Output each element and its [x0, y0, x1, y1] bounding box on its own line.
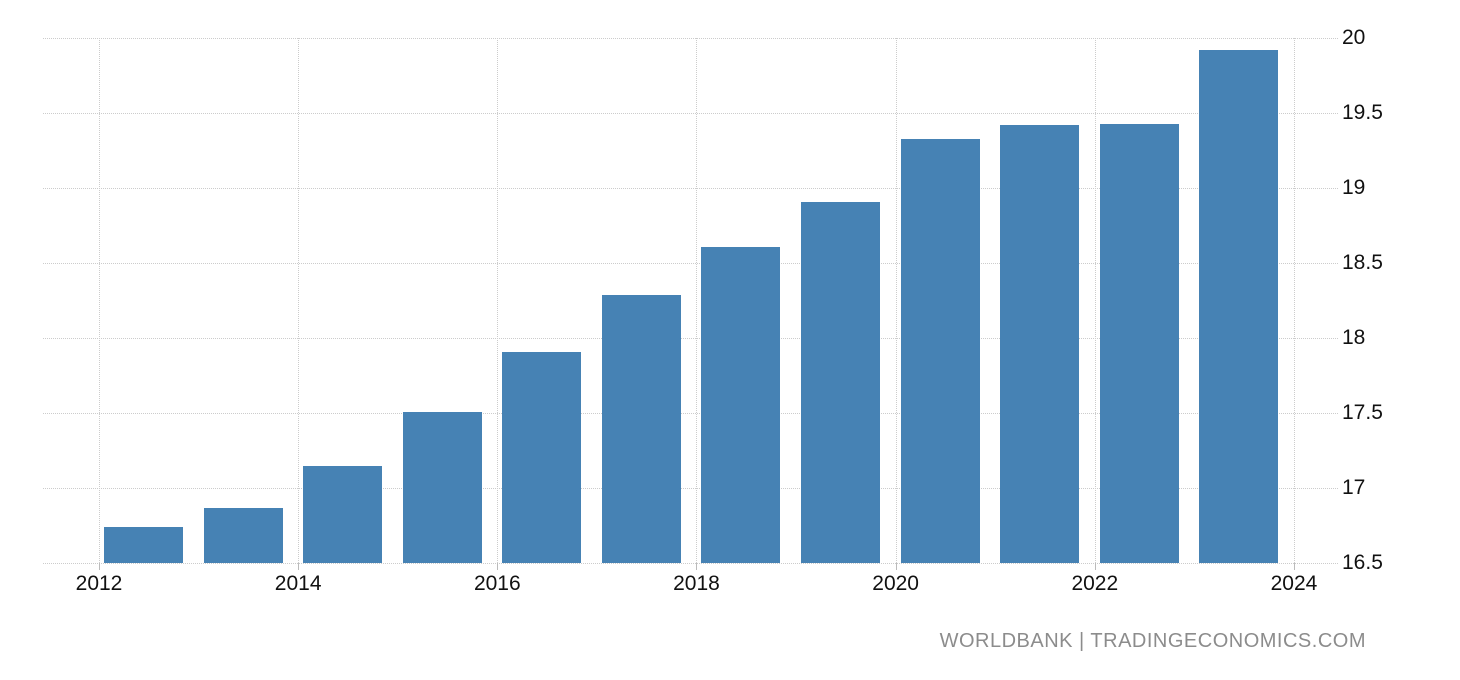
x-axis-tick — [1293, 563, 1295, 570]
horizontal-gridline — [43, 188, 1338, 189]
x-axis-tick-label: 2024 — [1270, 572, 1318, 595]
bar-2015[interactable] — [402, 411, 482, 563]
x-axis-tick — [895, 563, 897, 570]
bar-2012[interactable] — [104, 527, 183, 563]
y-axis-tick-label: 20 — [1342, 26, 1366, 49]
x-axis-tick-label: 2018 — [673, 572, 720, 595]
y-axis-tick-label: 17.5 — [1342, 401, 1383, 424]
vertical-gridline — [298, 38, 300, 563]
bar-2018[interactable] — [701, 246, 781, 563]
horizontal-gridline — [43, 113, 1338, 114]
bar-2020[interactable] — [900, 138, 980, 563]
x-axis-tick-label: 2020 — [872, 572, 919, 595]
y-axis-tick-label: 19 — [1342, 176, 1366, 199]
horizontal-gridline — [43, 263, 1338, 264]
bar-2014[interactable] — [303, 465, 383, 563]
bar-2017[interactable] — [601, 294, 681, 563]
x-axis-tick-label: 2012 — [75, 572, 123, 595]
horizontal-gridline — [43, 563, 1338, 564]
vertical-gridline — [99, 38, 100, 563]
x-axis-tick — [298, 563, 300, 570]
x-axis-tick — [696, 563, 698, 570]
watermark: WORLDBANK | TRADINGECONOMICS.COM — [939, 630, 1366, 652]
horizontal-gridline — [43, 413, 1338, 414]
vertical-gridline — [497, 38, 499, 563]
y-axis-tick-label: 18 — [1342, 326, 1366, 349]
plot-area — [43, 38, 1338, 570]
x-axis-tick — [497, 563, 499, 570]
bar-2023[interactable] — [1199, 50, 1279, 563]
vertical-gridline — [1293, 38, 1295, 563]
x-axis-tick-label: 2022 — [1071, 572, 1119, 595]
y-axis-tick-label: 16.5 — [1342, 551, 1383, 574]
vertical-gridline — [696, 38, 698, 563]
bar-2016[interactable] — [502, 351, 582, 563]
bar-2013[interactable] — [203, 507, 283, 563]
x-axis-tick — [99, 563, 100, 570]
y-axis-tick-label: 17 — [1342, 476, 1366, 499]
horizontal-gridline — [43, 488, 1338, 489]
bar-2022[interactable] — [1099, 123, 1179, 563]
y-axis-tick-label: 18.5 — [1342, 251, 1383, 274]
bar-2019[interactable] — [801, 201, 881, 563]
bar-2021[interactable] — [1000, 125, 1080, 563]
x-axis-tick-label: 2014 — [274, 572, 322, 595]
x-axis-tick — [1094, 563, 1096, 570]
horizontal-gridline — [43, 38, 1338, 39]
horizontal-gridline — [43, 338, 1338, 339]
y-axis-tick-label: 19.5 — [1342, 101, 1383, 124]
vertical-gridline — [895, 38, 897, 563]
vertical-gridline — [1094, 38, 1096, 563]
x-axis-tick-label: 2016 — [473, 572, 521, 595]
